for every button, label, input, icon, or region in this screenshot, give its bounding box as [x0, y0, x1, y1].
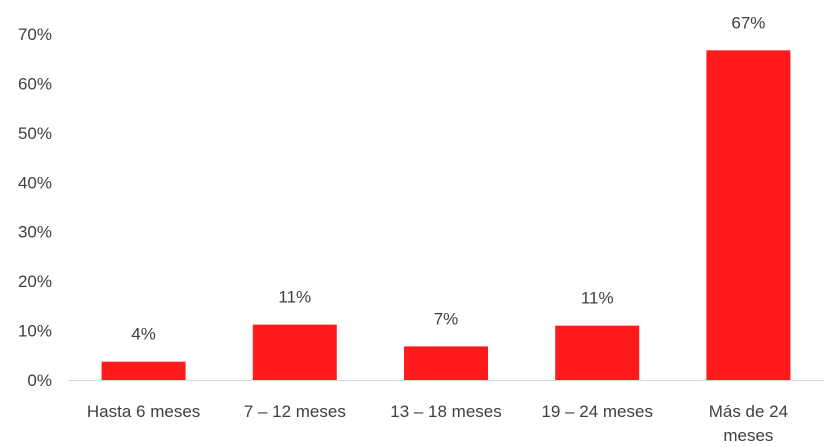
bar [101, 361, 186, 380]
y-tick-label: 10% [18, 322, 52, 341]
x-tick-label-line: 7 – 12 meses [244, 402, 346, 421]
x-tick-label: 13 – 18 meses [390, 402, 502, 421]
bar [404, 346, 488, 380]
x-tick-label-line: meses [723, 426, 773, 445]
x-tick-label: 7 – 12 meses [244, 402, 346, 421]
x-tick-label-line: 13 – 18 meses [390, 402, 502, 421]
data-labels: 4% 11% 7% 11% 67% [131, 13, 765, 343]
data-label: 11% [278, 288, 311, 307]
y-tick-label: 40% [18, 173, 52, 192]
x-tick-label-line: 19 – 24 meses [541, 402, 653, 421]
y-tick-label: 20% [18, 272, 52, 291]
data-label: 4% [131, 325, 156, 344]
x-tick-label: Más de 24 meses [709, 402, 788, 445]
x-axis-tick-labels: Hasta 6 meses 7 – 12 meses 13 – 18 meses 19… [87, 402, 788, 445]
y-tick-label: 50% [18, 124, 52, 143]
y-tick-label: 0% [27, 371, 52, 390]
bars [101, 50, 791, 380]
y-axis-tick-labels: 0% 10% 20% 30% 40% 50% 60% 70% [18, 25, 52, 390]
x-tick-label-line: Hasta 6 meses [87, 402, 200, 421]
x-tick-label-line: Más de 24 [709, 402, 788, 421]
bar [555, 325, 640, 380]
x-tick-label: 19 – 24 meses [541, 402, 653, 421]
bar [252, 324, 337, 380]
data-label: 11% [581, 289, 614, 308]
data-label: 7% [434, 309, 459, 328]
x-tick-label: Hasta 6 meses [87, 402, 200, 421]
y-tick-label: 60% [18, 74, 52, 93]
bar [706, 50, 791, 380]
y-tick-label: 30% [18, 223, 52, 242]
y-tick-label: 70% [18, 25, 52, 44]
data-label: 67% [731, 13, 765, 32]
